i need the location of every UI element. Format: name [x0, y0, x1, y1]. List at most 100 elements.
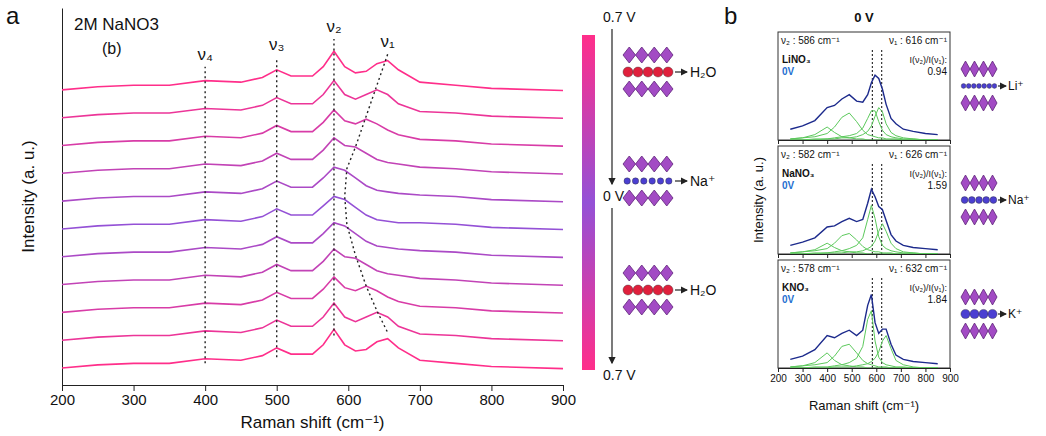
- octahedron: [636, 81, 649, 97]
- x-tick-label: 200: [50, 391, 75, 408]
- x-tick: 900: [551, 385, 576, 408]
- octahedron: [961, 175, 970, 191]
- x-tick-label: 500: [265, 391, 290, 408]
- x-tick-label: 200: [770, 373, 787, 384]
- x-tick: 600: [336, 385, 361, 408]
- x-tick: [803, 254, 804, 258]
- octahedron: [970, 175, 979, 191]
- peak-label: ν₁: [381, 32, 396, 51]
- octahedron: [961, 323, 970, 339]
- x-tick-label: 400: [193, 391, 218, 408]
- x-tick-mark: [803, 368, 804, 372]
- schematic-label: H₂O: [690, 64, 717, 80]
- spectrum-line: [790, 75, 937, 134]
- ratio-label: I(ν₂)/I(ν₁):: [909, 283, 947, 293]
- ion-ball: [657, 178, 663, 184]
- fit-component: [790, 243, 937, 254]
- spectrum-line: [62, 110, 563, 146]
- schematic: [623, 47, 673, 97]
- x-tick-mark: [950, 254, 951, 258]
- ion-ball: [623, 67, 633, 77]
- octahedron: [961, 61, 970, 77]
- colorbar: [582, 35, 595, 370]
- x-tick: [925, 140, 926, 144]
- x-tick-mark: [925, 140, 926, 144]
- peak-guide: [276, 57, 277, 357]
- panel-b: ν₂ : 586 cm⁻¹ν₁ : 616 cm⁻¹LiNO₃0VI(ν₂)/I…: [724, 2, 1030, 413]
- octahedron: [648, 299, 661, 315]
- octahedron: [661, 47, 674, 63]
- x-tick: [803, 140, 804, 144]
- schematic: [961, 175, 997, 225]
- potential-label: 0V: [782, 66, 795, 77]
- x-tick-mark: [803, 140, 804, 144]
- octahedron: [636, 299, 649, 315]
- ion-ball: [633, 285, 643, 295]
- x-tick-label: 800: [918, 373, 935, 384]
- spectrum-line: [62, 51, 563, 90]
- panel-a: 200300400500600700800900ν₄ν₃ν₂ν₁a2M NaNO…: [6, 2, 717, 432]
- x-tick: 200: [50, 385, 75, 408]
- x-tick-mark: [925, 368, 926, 372]
- x-axis: [779, 140, 951, 144]
- ion-ball: [641, 178, 647, 184]
- arrow: [675, 71, 687, 72]
- x-tick: 600: [868, 368, 885, 384]
- arrow: [998, 85, 1006, 86]
- x-axis: [779, 254, 951, 258]
- octahedron: [970, 209, 979, 225]
- x-tick: [876, 140, 877, 144]
- ion-ball: [643, 67, 653, 77]
- octahedron: [970, 95, 979, 111]
- fit-component: [790, 205, 937, 254]
- colorbar-label: 0.7 V: [603, 9, 636, 25]
- panel-letter: a: [6, 2, 20, 29]
- panel-title: 0 V: [854, 10, 874, 25]
- octahedron: [623, 265, 636, 281]
- x-tick-mark: [827, 368, 828, 372]
- fit-component: [790, 233, 937, 254]
- x-tick-mark: [852, 368, 853, 372]
- x-tick: [876, 254, 877, 258]
- ratio-value: 1.84: [928, 294, 948, 305]
- ion-ball: [979, 309, 988, 318]
- spectrum-line: [790, 189, 937, 249]
- octahedron: [988, 95, 997, 111]
- octahedron: [636, 265, 649, 281]
- x-tick: [827, 254, 828, 258]
- x-tick: 200: [770, 368, 787, 384]
- reference-line: [881, 278, 882, 368]
- x-tick-label: 500: [844, 373, 861, 384]
- octahedron: [979, 175, 988, 191]
- ratio-value: 1.59: [928, 180, 948, 191]
- x-tick-mark: [803, 254, 804, 258]
- colorbar-label: 0.7 V: [603, 367, 636, 383]
- octahedron: [648, 190, 661, 206]
- peak-label: ν₂ : 578 cm⁻¹: [781, 263, 840, 274]
- spectrum-line: [62, 81, 563, 119]
- spectrum-line: [790, 295, 937, 364]
- peak-label: ν₄: [197, 45, 213, 64]
- x-tick: 700: [408, 385, 433, 408]
- octahedron: [661, 265, 674, 281]
- subplot: ν₂ : 586 cm⁻¹ν₁ : 616 cm⁻¹LiNO₃0VI(ν₂)/I…: [778, 32, 1024, 144]
- ion-label: Li⁺: [1008, 79, 1024, 93]
- panel-letter: b: [724, 2, 737, 29]
- ion-ball: [643, 285, 653, 295]
- octahedron: [636, 47, 649, 63]
- ion-ball: [990, 197, 997, 204]
- peak-guide: [333, 39, 334, 336]
- x-tick-mark: [778, 254, 779, 258]
- subplot: ν₂ : 582 cm⁻¹ν₁ : 626 cm⁻¹NaNO₃0VI(ν₂)/I…: [778, 146, 1030, 258]
- arrow: [998, 199, 1006, 200]
- octahedron: [988, 175, 997, 191]
- ion-ball: [632, 178, 638, 184]
- x-tick-mark: [950, 368, 951, 372]
- fit-component: [790, 353, 937, 368]
- schematic: [961, 289, 997, 339]
- x-tick-mark: [876, 368, 877, 372]
- peak-label: ν₁ : 616 cm⁻¹: [889, 35, 948, 46]
- x-axis-line: [63, 385, 564, 386]
- octahedron: [979, 289, 988, 305]
- arrow: [611, 29, 612, 184]
